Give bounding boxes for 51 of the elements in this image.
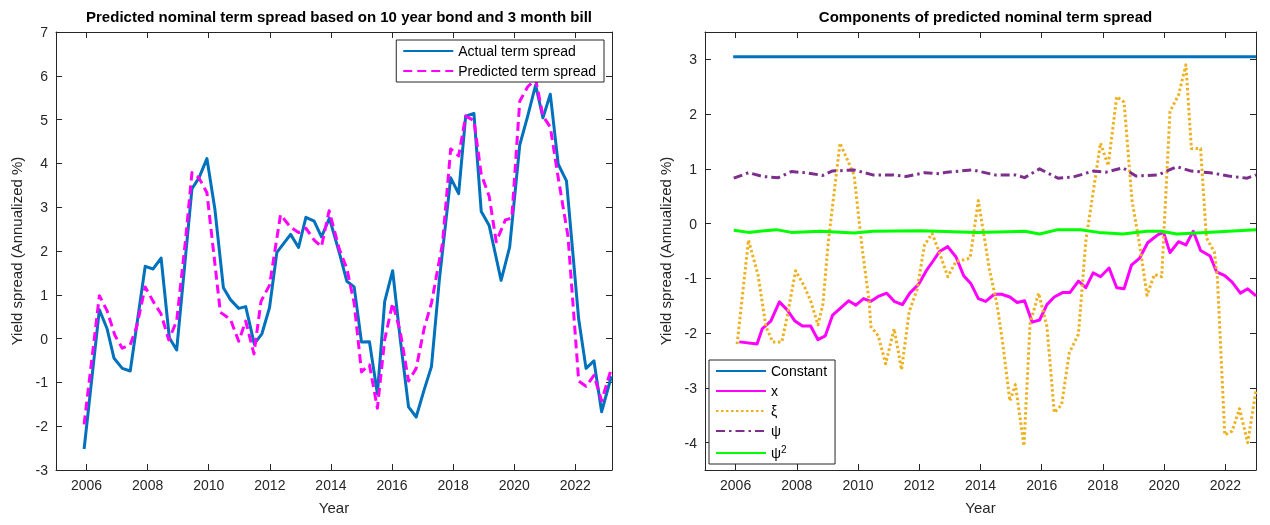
y-tick-label: 5 (40, 111, 49, 128)
y-tick-label: 7 (40, 24, 49, 40)
y-tick-label: -1 (684, 270, 698, 287)
y-tick-label: 3 (40, 199, 49, 216)
y-tick-label: 0 (689, 215, 698, 232)
y-tick-label: -4 (684, 434, 698, 451)
x-tick-label: 2022 (1209, 477, 1242, 493)
line-series (737, 229, 1258, 346)
legend-label: x (771, 383, 778, 399)
x-tick-label: 2018 (437, 477, 469, 493)
chart-title: Predicted nominal term spread based on 10 year bond and 3 month bill (86, 8, 592, 25)
x-tick-label: 2014 (315, 477, 347, 493)
y-tick-label: -2 (684, 325, 698, 342)
y-tick-label: 1 (40, 286, 49, 303)
x-tick-label: 2016 (376, 477, 408, 493)
x-tick-label: 2010 (842, 477, 874, 493)
x-tick-label: 2008 (132, 477, 164, 493)
y-tick-label: -3 (684, 379, 698, 396)
x-tick-label: 2022 (559, 477, 592, 493)
x-tick-label: 2008 (781, 477, 813, 493)
legend-label: Predicted term spread (458, 63, 596, 79)
y-tick-label: 4 (40, 155, 49, 172)
y-tick-label: 2 (40, 243, 49, 259)
x-tick-label: 2016 (1026, 477, 1058, 493)
legend-label: ξ (771, 403, 778, 419)
x-axis-title: Year (318, 499, 350, 516)
x-tick-label: 2012 (254, 477, 286, 493)
legend-label: Actual term spread (458, 43, 576, 59)
y-tick-label: 1 (689, 160, 698, 177)
y-tick-label: 2 (689, 106, 698, 123)
y-tick-label: -2 (35, 418, 49, 435)
x-tick-label: 2006 (70, 477, 103, 493)
x-tick-label: 2020 (1148, 477, 1180, 493)
x-tick-label: 2006 (720, 477, 752, 493)
y-tick-label: -1 (35, 374, 49, 391)
y-axis-title: Yield spread (Annualized %) (8, 156, 25, 346)
legend-label: ψ (771, 423, 781, 439)
line-series (732, 165, 1258, 180)
y-tick-label: 3 (689, 51, 698, 68)
x-tick-label: 2018 (1087, 477, 1119, 493)
x-tick-label: 2010 (193, 477, 225, 493)
x-tick-label: 2020 (498, 477, 531, 493)
y-tick-label: 6 (40, 67, 49, 84)
chart-title: Components of predicted nominal term spread (818, 8, 1153, 25)
legend-label: Constant (771, 363, 828, 379)
x-axis-title: Year (965, 499, 996, 516)
y-tick-label: 0 (40, 330, 49, 347)
y-axis-title: Yield spread (Annualized %) (657, 156, 674, 346)
x-tick-label: 2014 (964, 477, 997, 493)
y-tick-label: -3 (35, 462, 49, 478)
x-tick-label: 2012 (903, 477, 936, 493)
